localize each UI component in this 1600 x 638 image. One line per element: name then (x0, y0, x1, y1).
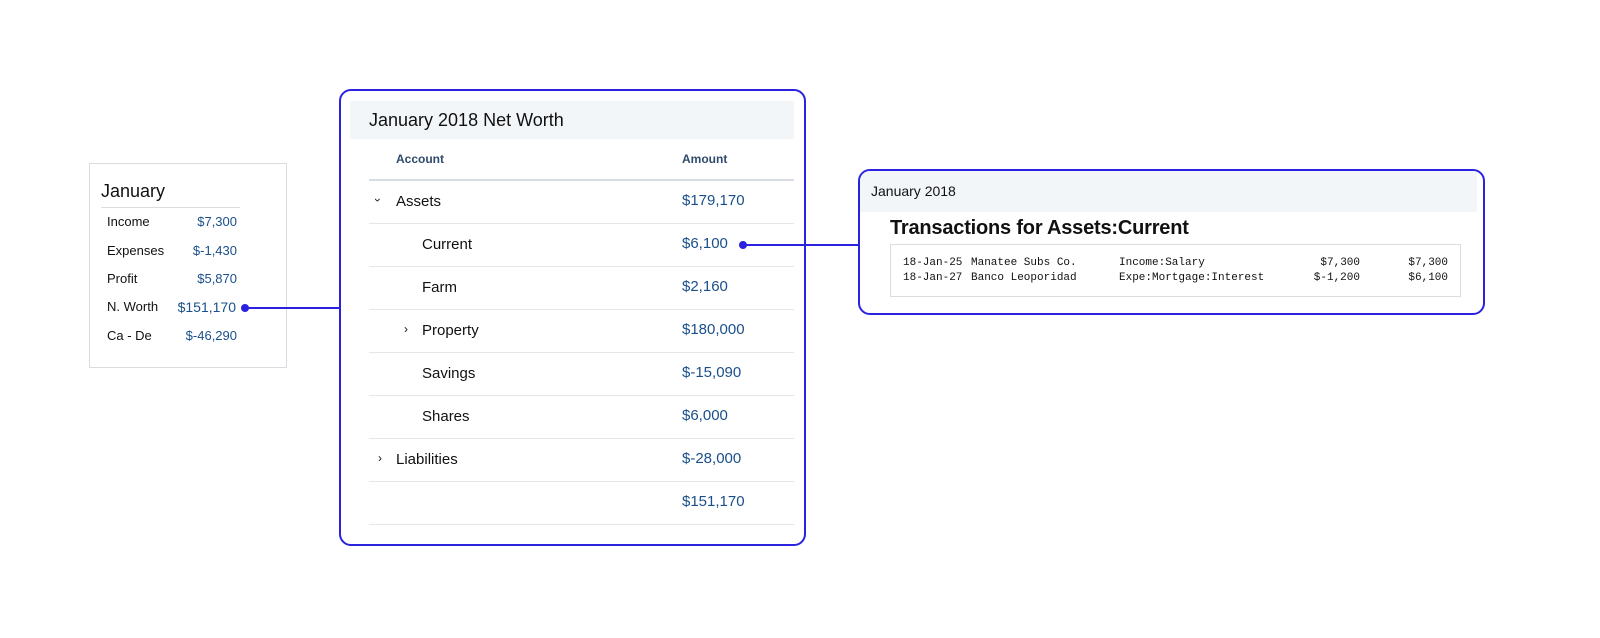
tx-balance: $7,300 (1408, 257, 1448, 269)
tx-account: Income:Salary (1119, 257, 1205, 269)
tx-payee: Manatee Subs Co. (971, 257, 1077, 269)
summary-title: January (101, 181, 166, 201)
account-amount[interactable]: $180,000 (682, 321, 745, 338)
chevron-right-icon[interactable]: › (378, 451, 382, 465)
transactions-panel: January 2018 Transactions for Assets:Cur… (858, 169, 1485, 315)
table-row-current[interactable]: Current $6,100 (369, 224, 794, 267)
summary-value: $7,300 (197, 214, 237, 229)
summary-row-cash-debt: Ca - De $-46,290 (107, 328, 237, 348)
divider (369, 179, 794, 181)
summary-label: N. Worth (107, 299, 159, 314)
tx-balance: $6,100 (1408, 272, 1448, 284)
account-name: Farm (422, 279, 457, 296)
account-amount[interactable]: $179,170 (682, 192, 745, 209)
account-amount[interactable]: $-15,090 (682, 364, 742, 381)
summary-value: $-1,430 (192, 243, 237, 258)
column-header-account[interactable]: Account (396, 152, 444, 166)
summary-value[interactable]: $151,170 (177, 299, 236, 315)
net-worth-panel: January 2018 Net Worth Account Amount › … (339, 89, 806, 546)
summary-row-income: Income $7,300 (107, 214, 237, 234)
tx-amount: $7,300 (1320, 257, 1360, 269)
table-row-shares[interactable]: Shares $6,000 (369, 396, 794, 439)
summary-label: Profit (107, 271, 138, 286)
total-amount: $151,170 (682, 493, 745, 510)
account-name: Savings (422, 365, 476, 382)
summary-value: $5,870 (197, 271, 237, 286)
table-row-total: $151,170 (369, 482, 794, 525)
table-row-liabilities[interactable]: › Liabilities $-28,000 (369, 439, 794, 482)
panel-title: Transactions for Assets:Current (890, 217, 1189, 239)
summary-value: $-46,290 (185, 328, 237, 343)
table-row-property[interactable]: › Property $180,000 (369, 310, 794, 353)
panel-header: January 2018 (860, 171, 1477, 212)
account-amount[interactable]: $6,100 (682, 235, 728, 252)
account-name: Liabilities (396, 451, 458, 468)
connector-line (743, 244, 860, 246)
table-row-savings[interactable]: Savings $-15,090 (369, 353, 794, 396)
summary-row-expenses: Expenses $-1,430 (107, 243, 237, 263)
table-row-farm[interactable]: Farm $2,160 (369, 267, 794, 310)
connector-line (245, 307, 341, 309)
chevron-right-icon[interactable]: › (404, 322, 408, 336)
summary-row-profit: Profit $5,870 (107, 271, 237, 291)
column-header-amount[interactable]: Amount (682, 152, 728, 166)
account-name: Shares (422, 408, 470, 425)
summary-label: Expenses (107, 243, 165, 258)
panel-header: January 2018 Net Worth (350, 101, 794, 139)
panel-title: January 2018 Net Worth (369, 110, 564, 130)
transactions-list: 18-Jan-25 Manatee Subs Co. Income:Salary… (890, 244, 1461, 297)
account-name: Current (422, 236, 473, 253)
summary-card: January Income $7,300 Expenses $-1,430 P… (89, 163, 287, 368)
tx-date: 18-Jan-27 (903, 272, 963, 284)
list-item[interactable]: 18-Jan-25 Manatee Subs Co. Income:Salary… (903, 257, 1448, 271)
account-amount[interactable]: $6,000 (682, 407, 728, 424)
tx-payee: Banco Leoporidad (971, 272, 1077, 284)
account-name: Assets (396, 193, 442, 210)
period-label: January 2018 (871, 183, 956, 199)
tx-amount: $-1,200 (1313, 272, 1360, 284)
chevron-down-icon[interactable]: › (371, 198, 385, 202)
account-name: Property (422, 322, 479, 339)
account-amount[interactable]: $-28,000 (682, 450, 742, 467)
summary-label: Income (107, 214, 150, 229)
account-amount[interactable]: $2,160 (682, 278, 728, 295)
list-item[interactable]: 18-Jan-27 Banco Leoporidad Expe:Mortgage… (903, 272, 1448, 286)
table-row-assets[interactable]: › Assets $179,170 (369, 181, 794, 224)
tx-account: Expe:Mortgage:Interest (1119, 272, 1265, 284)
tx-date: 18-Jan-25 (903, 257, 963, 269)
summary-row-net-worth[interactable]: N. Worth $151,170 (107, 299, 236, 319)
divider (101, 207, 240, 208)
summary-label: Ca - De (107, 328, 152, 343)
